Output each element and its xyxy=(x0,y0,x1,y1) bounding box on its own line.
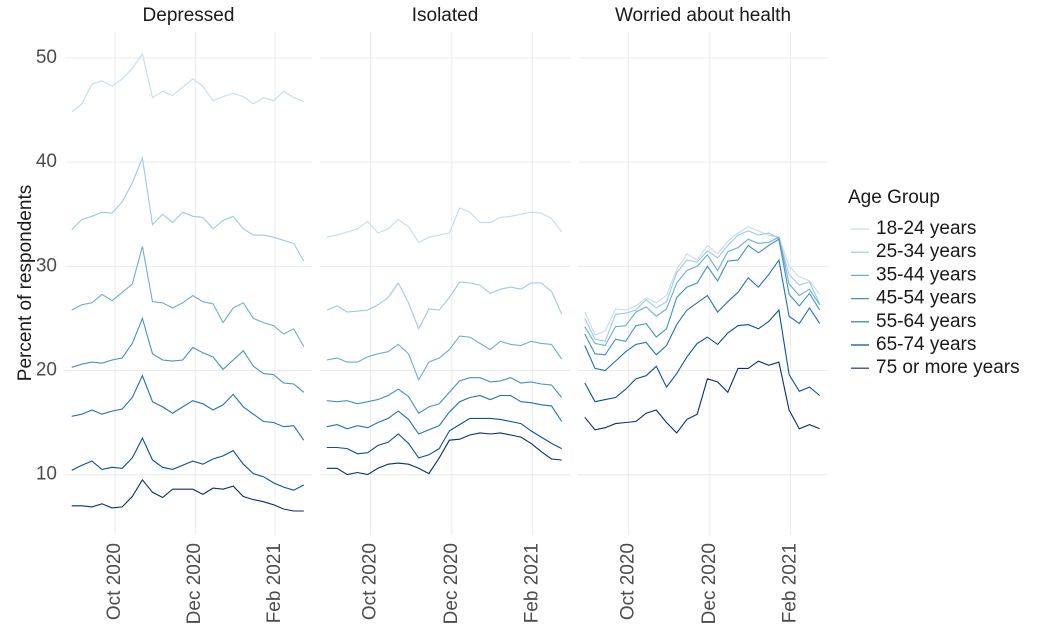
legend-label: 45-54 years xyxy=(876,288,976,309)
series-line xyxy=(71,316,305,393)
panel-title: Worried about health xyxy=(615,5,791,26)
legend-title: Age Group xyxy=(848,187,940,208)
series-line xyxy=(584,236,821,347)
y-tick-label: 40 xyxy=(36,151,57,172)
series-line xyxy=(326,207,563,244)
legend-label: 75 or more years xyxy=(876,357,1020,378)
x-tick-label: Dec 2020 xyxy=(699,543,720,624)
series-line xyxy=(71,374,305,441)
series-line xyxy=(71,436,305,491)
series-line xyxy=(71,478,304,512)
y-tick-label: 20 xyxy=(36,359,57,380)
series-line xyxy=(584,230,821,342)
y-tick-label: 10 xyxy=(36,464,57,485)
legend-label: 18-24 years xyxy=(876,218,976,239)
series-line xyxy=(584,308,821,403)
x-tick-label: Dec 2020 xyxy=(184,543,205,624)
x-tick-label: Oct 2020 xyxy=(104,543,125,620)
legend-label: 55-64 years xyxy=(876,311,976,332)
series-line xyxy=(584,360,820,434)
series-line xyxy=(584,238,821,356)
x-tick-label: Oct 2020 xyxy=(618,543,639,620)
legend-label: 25-34 years xyxy=(876,241,976,262)
y-tick-label: 30 xyxy=(36,255,57,276)
legend-label: 65-74 years xyxy=(876,334,976,355)
x-tick-label: Oct 2020 xyxy=(360,543,381,620)
series-line xyxy=(326,432,562,476)
y-axis-label: Percent of respondents xyxy=(15,185,36,381)
x-tick-label: Feb 2021 xyxy=(780,543,801,623)
y-tick-label: 50 xyxy=(36,47,57,68)
x-tick-label: Dec 2020 xyxy=(441,543,462,624)
series-line xyxy=(71,52,305,113)
series-line xyxy=(71,246,305,347)
panel-title: Isolated xyxy=(412,5,479,26)
series-line xyxy=(326,335,563,382)
series-line xyxy=(326,394,563,435)
series-line xyxy=(326,377,563,414)
x-tick-label: Feb 2021 xyxy=(264,543,285,623)
x-tick-label: Feb 2021 xyxy=(522,543,543,623)
series-line xyxy=(71,155,305,262)
series-line xyxy=(584,226,821,336)
panel-title: Depressed xyxy=(143,5,235,26)
series-line xyxy=(326,417,562,459)
series-line xyxy=(584,258,821,372)
series-line xyxy=(326,281,563,331)
legend-label: 35-44 years xyxy=(876,264,976,285)
